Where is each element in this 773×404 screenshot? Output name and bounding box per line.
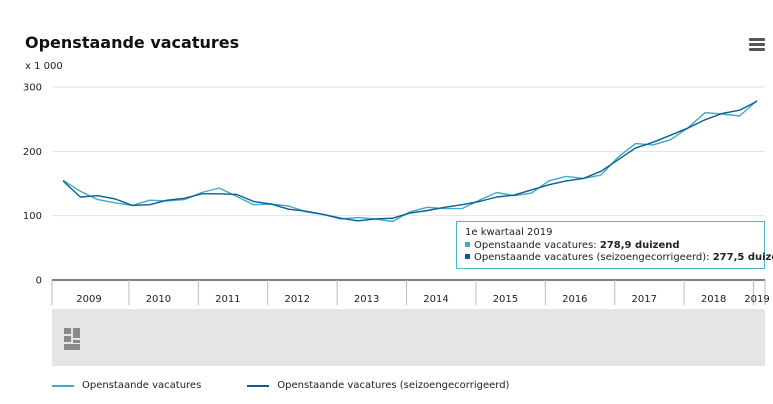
y-tick-label: 100 bbox=[23, 211, 42, 222]
tooltip-value-series1: 278,9 duizend bbox=[599, 239, 680, 251]
tooltip-header: 1e kwartaal 2019 bbox=[465, 227, 553, 238]
legend-line-series1 bbox=[52, 384, 74, 387]
x-tick-label: 2009 bbox=[76, 294, 101, 305]
x-tick-label: 2015 bbox=[493, 294, 518, 305]
x-tick-label: 2012 bbox=[284, 294, 309, 305]
series-lines bbox=[62, 99, 758, 223]
tooltip-value-series2: 277,5 duizend bbox=[712, 252, 773, 263]
cbs-logo-icon bbox=[64, 328, 80, 350]
chart-title: Openstaande vacatures bbox=[25, 33, 240, 52]
x-tick-label: 2013 bbox=[354, 294, 379, 305]
navigator-band[interactable] bbox=[52, 309, 765, 366]
x-tick-label: 2014 bbox=[423, 294, 448, 305]
x-axis: 2009 2010 2011 2012 2013 2014 2015 2016 2017 2018… bbox=[51, 279, 770, 305]
x-tick-label: 2010 bbox=[146, 294, 171, 305]
data-tooltip: 1e kwartaal 2019 Openstaande vacatures: … bbox=[456, 221, 773, 269]
x-tick-label: 2016 bbox=[562, 294, 587, 305]
legend-line-series2 bbox=[247, 384, 270, 387]
tooltip-row-series2: Openstaande vacatures (seizoengecorrigee… bbox=[465, 252, 773, 265]
series2-marker-icon bbox=[465, 254, 470, 259]
legend-label-series1: Openstaande vacatures bbox=[82, 380, 202, 391]
hamburger-menu-icon[interactable] bbox=[749, 38, 765, 52]
y-axis-ticks: 0 100 200 300 bbox=[23, 83, 42, 287]
y-tick-label: 0 bbox=[36, 276, 42, 287]
legend: Openstaande vacatures Openstaande vacatu… bbox=[52, 380, 555, 391]
legend-item-series1[interactable]: Openstaande vacatures bbox=[52, 380, 201, 391]
y-axis-unit-label: x 1 000 bbox=[25, 61, 63, 72]
legend-label-series2: Openstaande vacatures (seizoengecorrigee… bbox=[277, 380, 510, 391]
x-tick-label: 2017 bbox=[631, 294, 656, 305]
y-tick-label: 200 bbox=[23, 147, 42, 158]
x-tick-label: 2018 bbox=[701, 294, 726, 305]
grid-lines bbox=[52, 86, 765, 217]
series1-marker-icon bbox=[465, 241, 470, 247]
series-line-1[interactable] bbox=[62, 99, 758, 223]
tooltip-row-series1: Openstaande vacatures: 278,9 duizend bbox=[465, 240, 756, 253]
series-line-2[interactable] bbox=[62, 100, 758, 222]
tooltip-label-series1: Openstaande vacatures bbox=[474, 239, 594, 251]
y-tick-label: 300 bbox=[23, 83, 42, 94]
tooltip-label-series2: Openstaande vacatures (seizoengecorrigee… bbox=[474, 252, 707, 263]
x-tick-label: 2011 bbox=[215, 294, 240, 305]
x-tick-label: 2019 bbox=[744, 294, 769, 305]
legend-item-series2[interactable]: Openstaande vacatures (seizoengecorrigee… bbox=[247, 380, 509, 391]
